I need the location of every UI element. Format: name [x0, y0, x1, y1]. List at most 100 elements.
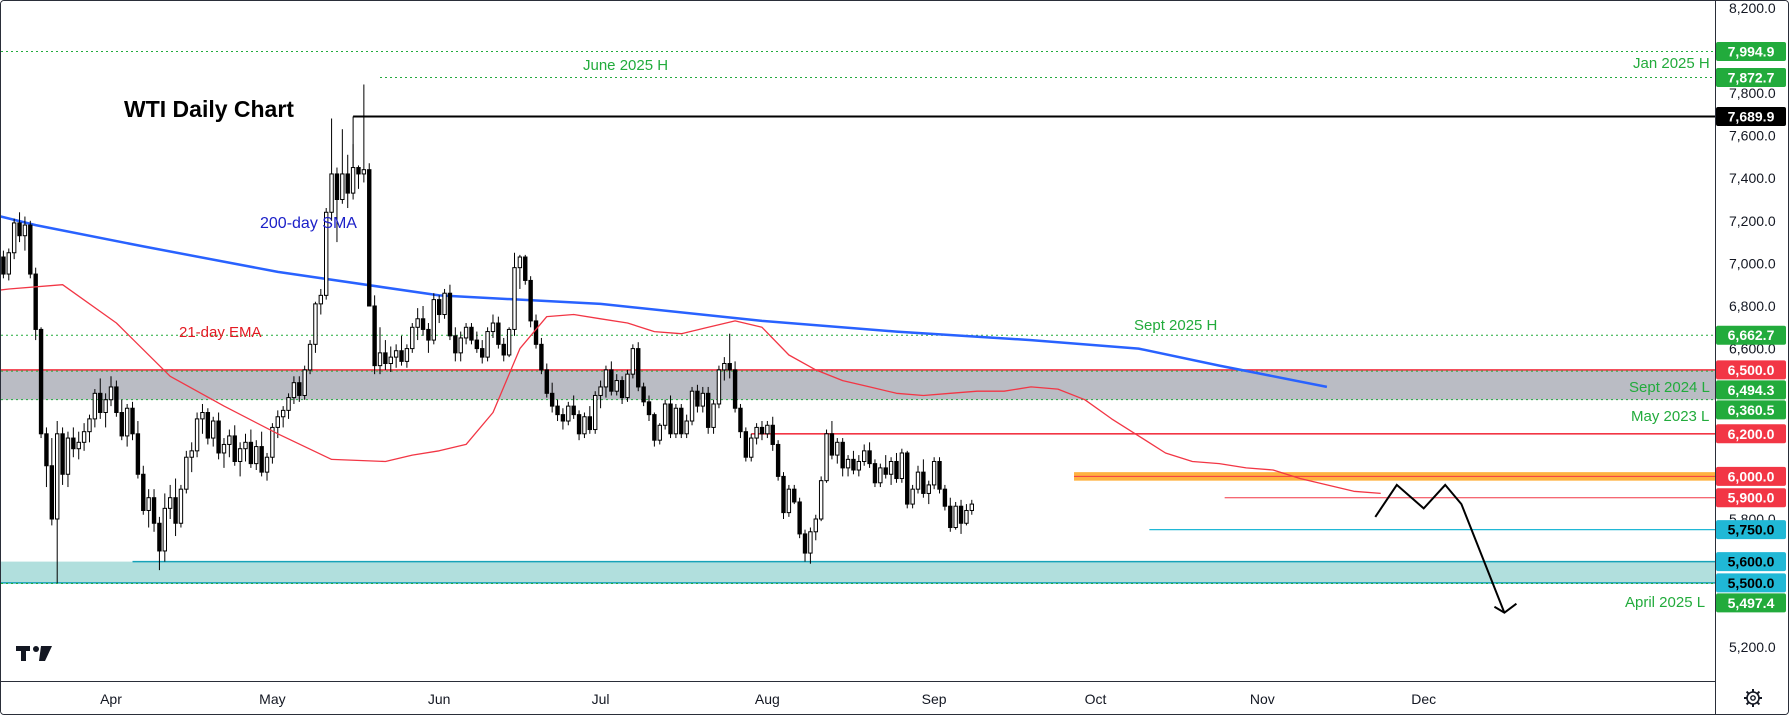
candle [388, 346, 393, 373]
candle [377, 327, 383, 375]
candle [926, 480, 931, 505]
candle-body [808, 531, 813, 554]
candle-body [689, 390, 695, 422]
price-axis[interactable]: 8,200.0 7,800.0 7,600.0 7,400.0 7,200.0 7,000… [1729, 1, 1776, 655]
candle-body [302, 369, 307, 396]
candle [453, 327, 458, 362]
candle [818, 476, 824, 522]
price-tick-label: 7,800.0 [1729, 85, 1776, 101]
candle [167, 484, 173, 519]
candle-body [345, 173, 350, 194]
candle [668, 395, 673, 439]
candle [367, 163, 372, 307]
candle-body [603, 369, 609, 388]
candle-body [399, 350, 404, 362]
candle [905, 450, 910, 509]
candle-body [404, 348, 410, 362]
candle-body [17, 222, 22, 237]
candle [49, 438, 55, 526]
price-badge-6,200.0: 6,200.0 [1716, 424, 1786, 444]
candle [55, 421, 60, 583]
candle-body [953, 505, 958, 529]
projection-layer [1374, 483, 1518, 614]
candle-body [775, 443, 781, 477]
candle-body [383, 352, 388, 365]
candle [915, 465, 921, 494]
price-badge-label: 5,500.0 [1728, 575, 1775, 591]
candle-body [576, 414, 582, 435]
candle-body [533, 320, 539, 345]
candle [431, 293, 437, 345]
candle-body [679, 407, 684, 435]
21-day-ema-layer [1, 284, 1381, 495]
candle [899, 448, 905, 483]
candle [28, 220, 33, 279]
candle [264, 452, 270, 481]
candle [888, 457, 894, 485]
candle [587, 406, 593, 434]
candle-body [367, 169, 372, 307]
candle-body [87, 418, 92, 433]
candle-body [883, 467, 888, 475]
candle-body [388, 356, 393, 365]
candle [705, 386, 711, 434]
time-tick-sep: Sep [922, 691, 947, 707]
candle [614, 374, 619, 396]
candle [76, 431, 81, 460]
candle-body [415, 318, 420, 328]
candle [1, 250, 6, 279]
price-badge-bg [1716, 488, 1786, 508]
candle [689, 386, 695, 426]
candle-body [619, 380, 625, 399]
price-badge-label: 7,689.9 [1728, 108, 1775, 124]
candle [657, 423, 662, 445]
candle-body [872, 463, 878, 484]
candle [404, 344, 410, 368]
candle [17, 212, 22, 243]
candle [958, 499, 964, 534]
candle [297, 376, 302, 402]
candle [937, 457, 942, 494]
candle-body [167, 497, 173, 509]
candle [447, 284, 453, 341]
candle [948, 497, 953, 532]
candle-body [625, 373, 630, 399]
candle-body [958, 505, 964, 524]
candle-body [114, 386, 119, 414]
annotation-sept-2024-low: Sept 2024 L [1629, 379, 1710, 396]
candle [501, 337, 506, 362]
price-badge-6,000.0: 6,000.0 [1716, 466, 1786, 486]
candle-body [840, 441, 845, 469]
candle-body [372, 305, 377, 367]
candle [33, 267, 38, 341]
candle [630, 344, 636, 379]
settings-gear-icon[interactable] [1744, 689, 1762, 707]
price-tick-label: 5,200.0 [1729, 639, 1776, 655]
candle-body [474, 339, 480, 350]
candle-body [297, 382, 302, 396]
candle-body [232, 435, 237, 462]
price-badge-bg [1716, 593, 1786, 613]
candle-body [700, 392, 705, 407]
candle-body [732, 369, 738, 409]
candle [345, 154, 350, 209]
candle [38, 327, 44, 439]
candle-body [501, 343, 506, 356]
candle [22, 216, 28, 251]
candle-body [867, 450, 872, 465]
annotation-may-2023-low: May 2023 L [1631, 408, 1709, 425]
candle [146, 489, 151, 528]
candle [248, 429, 254, 468]
time-axis[interactable]: Apr May Jun Jul Aug Sep Oct Nov Dec [100, 691, 1436, 707]
candle-body [22, 224, 28, 237]
price-badges-layer: 7,994.9 7,872.7 7,689.9 6,662.7 6,500.0 6,494… [1716, 41, 1786, 613]
candle [851, 450, 856, 475]
candle [313, 301, 318, 353]
candle-body [92, 392, 98, 420]
candle-body [646, 401, 652, 416]
price-badge-label: 6,494.3 [1728, 382, 1775, 398]
candle-body [835, 441, 840, 456]
candle [619, 376, 625, 404]
candle-body [490, 322, 496, 333]
candle-body [431, 299, 437, 341]
